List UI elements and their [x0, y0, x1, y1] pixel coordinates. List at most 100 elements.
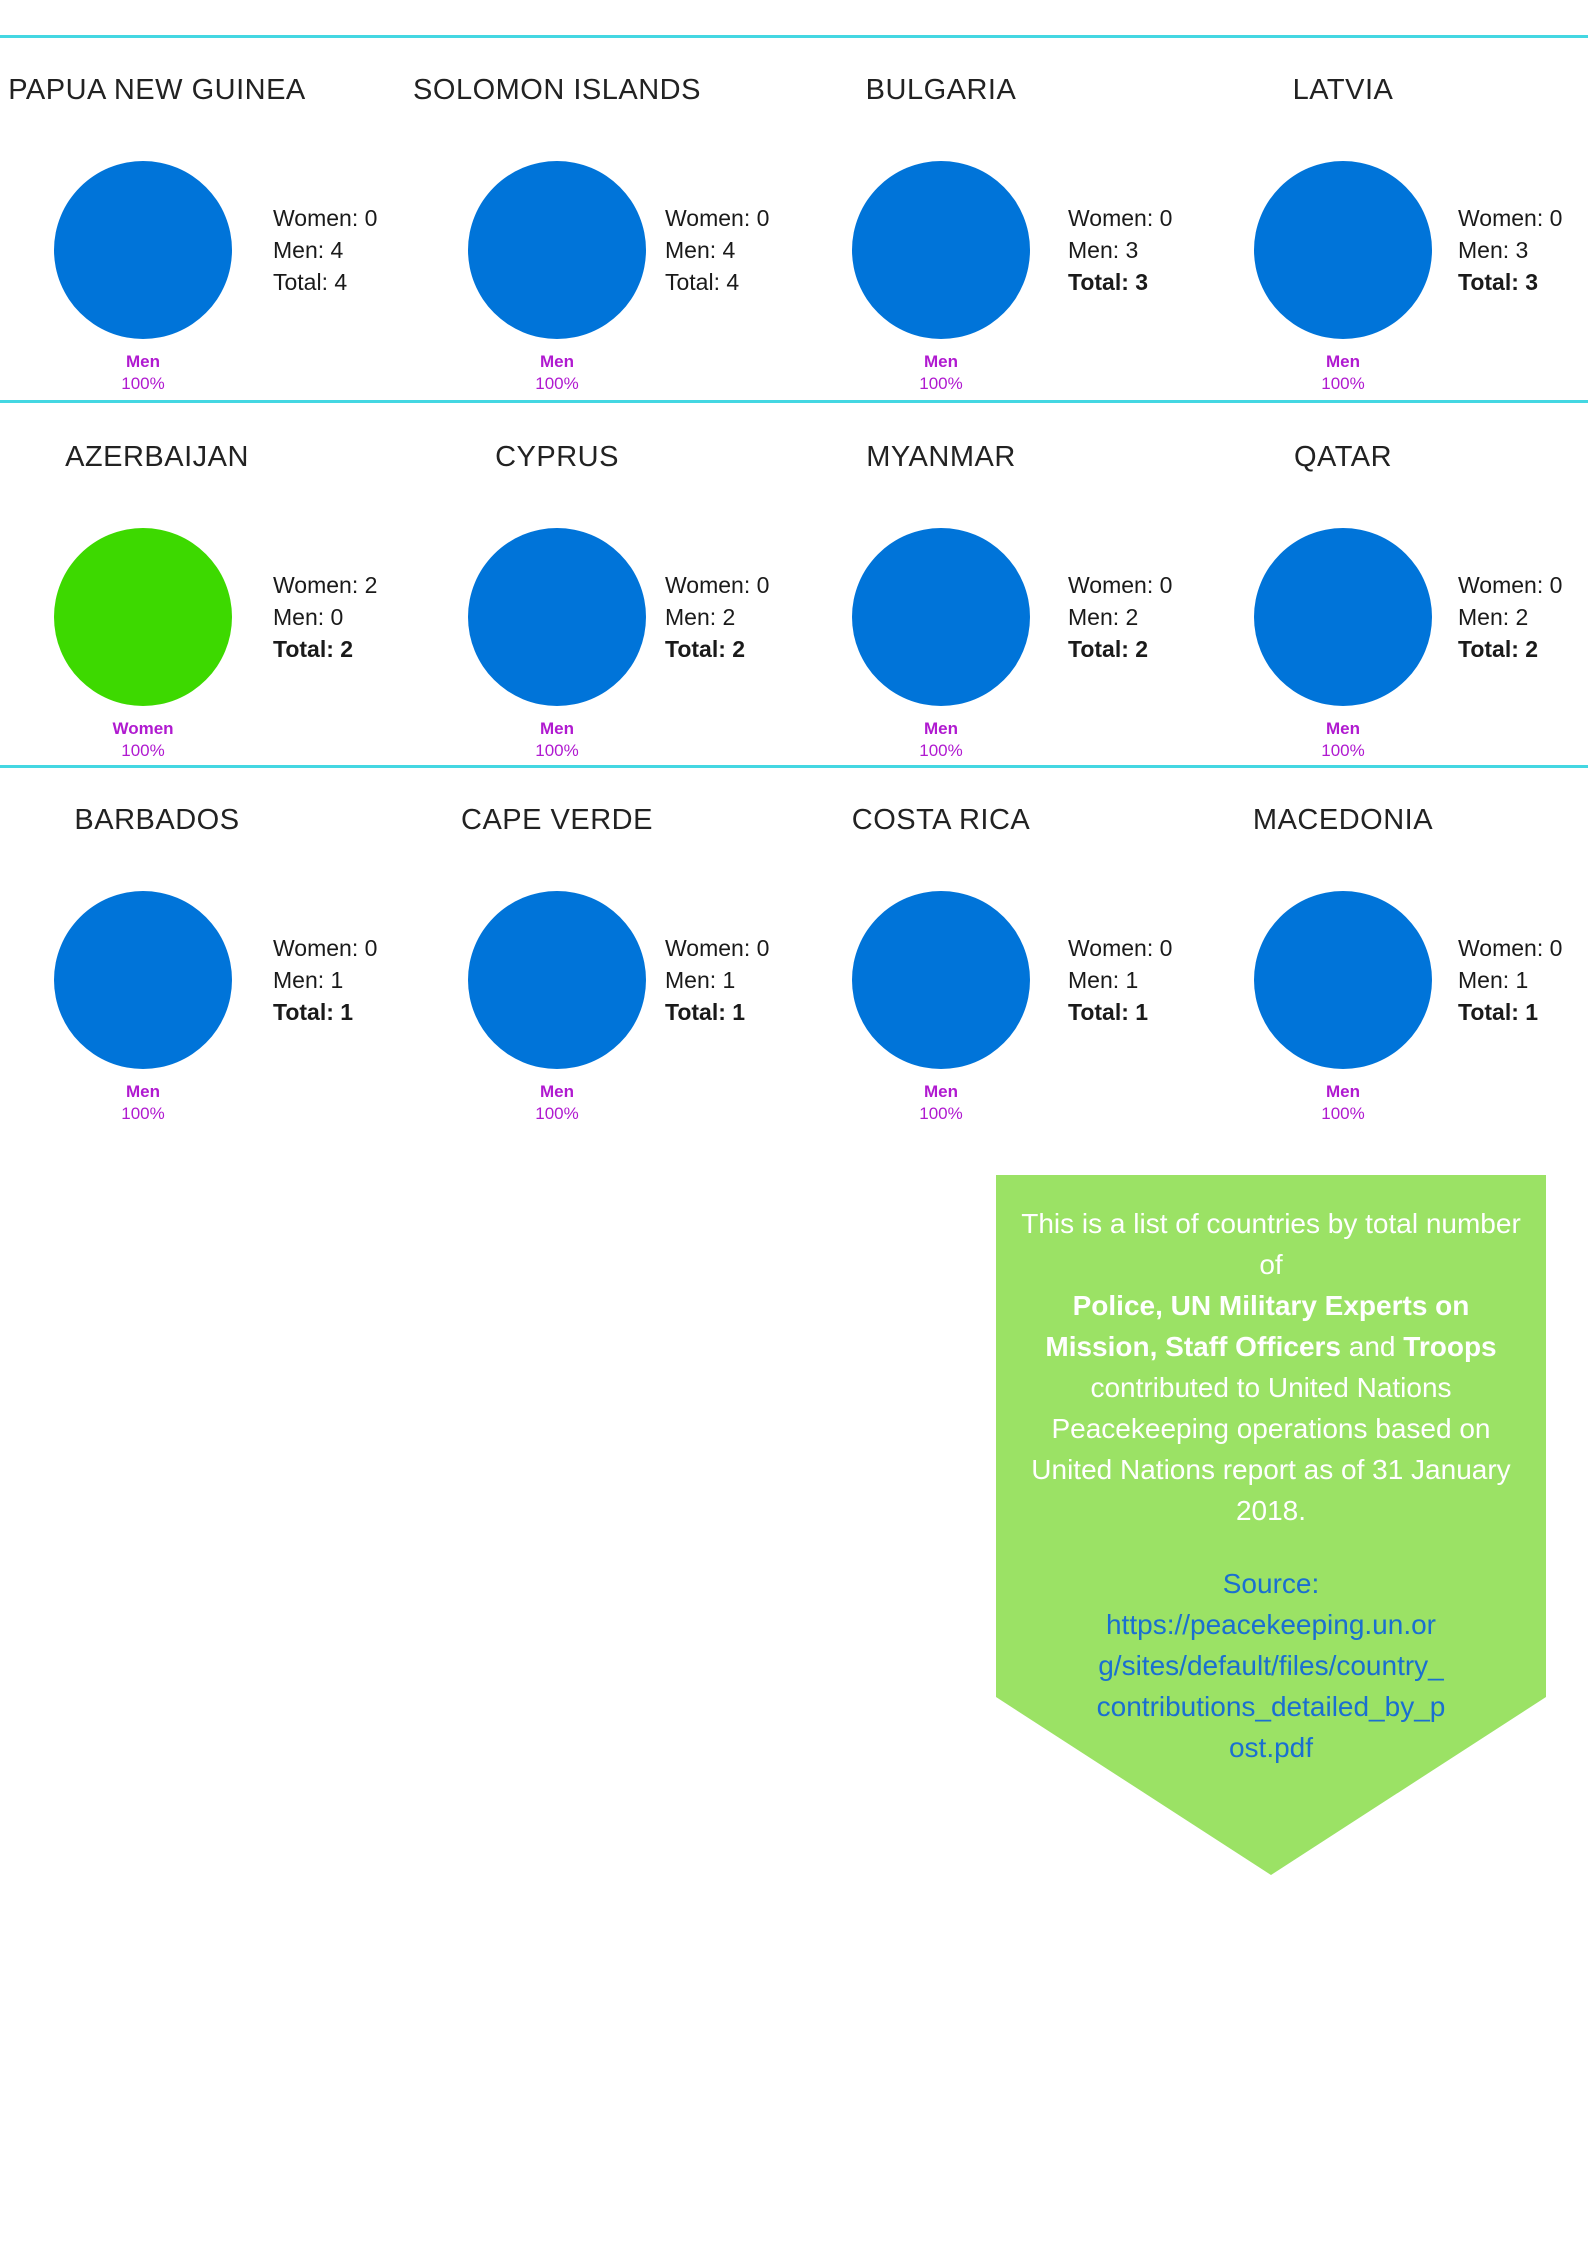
- stat-men: Men: 3: [1068, 237, 1139, 263]
- slice-label-percent: 100%: [121, 374, 165, 393]
- stat-men: Men: 2: [1458, 604, 1529, 630]
- stats-block: Women: 0 Men: 2 Total: 2: [1068, 569, 1172, 665]
- stat-women: Women: 0: [1068, 935, 1173, 961]
- pie-chart: [852, 161, 1030, 339]
- pie-slice-label: Men 100%: [535, 351, 578, 395]
- stats-block: Women: 0 Men: 4 Total: 4: [665, 202, 769, 298]
- stat-women: Women: 0: [273, 205, 378, 231]
- stats-block: Women: 0 Men: 3 Total: 3: [1068, 202, 1172, 298]
- slice-label-percent: 100%: [121, 741, 165, 760]
- pie-chart: [54, 528, 232, 706]
- info-and: and: [1348, 1331, 1396, 1362]
- separator-top: [0, 35, 1588, 38]
- slice-label-name: Women: [112, 719, 174, 738]
- slice-label-name: Men: [539, 352, 574, 371]
- stat-women: Women: 0: [1458, 572, 1563, 598]
- slice-label-name: Men: [539, 719, 574, 738]
- country-title: CYPRUS: [495, 441, 619, 473]
- stats-block: Women: 2 Men: 0 Total: 2: [273, 569, 377, 665]
- stat-women: Women: 0: [665, 935, 770, 961]
- stat-men: Men: 1: [665, 967, 736, 993]
- stats-block: Women: 0 Men: 1 Total: 1: [665, 932, 769, 1028]
- stat-total: Total: 3: [1458, 269, 1539, 295]
- stat-women: Women: 0: [1068, 205, 1173, 231]
- country-title: PAPUA NEW GUINEA: [8, 74, 306, 106]
- country-title: BULGARIA: [865, 74, 1017, 106]
- country-title: AZERBAIJAN: [65, 441, 249, 473]
- stat-total: Total: 2: [1068, 636, 1149, 662]
- separator-row-2: [0, 765, 1588, 768]
- slice-label-percent: 100%: [121, 1104, 165, 1123]
- pie-chart: [468, 528, 646, 706]
- pie-chart: [852, 528, 1030, 706]
- pie-chart: [1254, 528, 1432, 706]
- slice-label-name: Men: [1325, 352, 1360, 371]
- stat-men: Men: 1: [1068, 967, 1139, 993]
- slice-label-name: Men: [539, 1082, 574, 1101]
- slice-label-percent: 100%: [919, 374, 963, 393]
- stat-men: Men: 2: [665, 604, 736, 630]
- stat-men: Men: 4: [273, 237, 344, 263]
- country-title: SOLOMON ISLANDS: [413, 74, 701, 106]
- stat-total: Total: 1: [273, 999, 354, 1025]
- pie-slice-women: [54, 528, 232, 706]
- pie-chart: [54, 891, 232, 1069]
- stats-block: Women: 0 Men: 4 Total: 4: [273, 202, 377, 298]
- stat-total: Total: 1: [665, 999, 746, 1025]
- pie-slice-label: Women 100%: [112, 718, 173, 762]
- pie-chart: [852, 891, 1030, 1069]
- pie-slice-label: Men 100%: [1321, 1081, 1364, 1125]
- country-title: QATAR: [1293, 441, 1393, 473]
- stat-total: Total: 2: [1458, 636, 1539, 662]
- slice-label-percent: 100%: [1321, 1104, 1365, 1123]
- stat-women: Women: 0: [1458, 935, 1563, 961]
- info-box-arrow-shape: [996, 1175, 1546, 1875]
- stat-total: Total: 2: [273, 636, 354, 662]
- pie-slice-men: [468, 161, 646, 339]
- source-link[interactable]: https://peacekeeping.un.org/sites/defaul…: [1096, 1609, 1446, 1763]
- stat-total: Total: 1: [1458, 999, 1539, 1025]
- source-block: Source: https://peacekeeping.un.org/site…: [1096, 1563, 1446, 1768]
- pie-slice-label: Men 100%: [919, 351, 962, 395]
- info-box: This is a list of countries by total num…: [996, 1175, 1546, 1875]
- slice-label-percent: 100%: [535, 374, 579, 393]
- country-title: MYANMAR: [866, 441, 1016, 473]
- stat-women: Women: 0: [1458, 205, 1563, 231]
- stats-block: Women: 0 Men: 2 Total: 2: [1458, 569, 1562, 665]
- stat-men: Men: 4: [665, 237, 736, 263]
- stat-total: Total: 4: [273, 269, 348, 295]
- slice-label-percent: 100%: [535, 741, 579, 760]
- slice-label-percent: 100%: [1321, 741, 1365, 760]
- pie-slice-men: [468, 891, 646, 1069]
- pie-slice-men: [1254, 891, 1432, 1069]
- country-title: BARBADOS: [74, 804, 240, 836]
- stat-total: Total: 1: [1068, 999, 1149, 1025]
- pie-chart: [468, 161, 646, 339]
- stat-total: Total: 2: [665, 636, 746, 662]
- stat-women: Women: 0: [1068, 572, 1173, 598]
- stat-total: Total: 4: [665, 269, 740, 295]
- stat-men: Men: 2: [1068, 604, 1139, 630]
- pie-chart: [468, 891, 646, 1069]
- pie-slice-label: Men 100%: [535, 1081, 578, 1125]
- country-title: MACEDONIA: [1252, 804, 1434, 836]
- pie-slice-label: Men 100%: [121, 351, 164, 395]
- stats-block: Women: 0 Men: 1 Total: 1: [1068, 932, 1172, 1028]
- slice-label-name: Men: [125, 1082, 160, 1101]
- slice-label-name: Men: [923, 1082, 958, 1101]
- pie-chart: [1254, 891, 1432, 1069]
- stat-men: Men: 0: [273, 604, 344, 630]
- pie-slice-men: [852, 161, 1030, 339]
- pie-slice-men: [1254, 528, 1432, 706]
- stat-men: Men: 3: [1458, 237, 1529, 263]
- source-label: Source:: [1222, 1568, 1320, 1599]
- stats-block: Women: 0 Men: 1 Total: 1: [1458, 932, 1562, 1028]
- info-intro: This is a list of countries by total num…: [1021, 1208, 1521, 1280]
- stats-block: Women: 0 Men: 1 Total: 1: [273, 932, 377, 1028]
- stat-total: Total: 3: [1068, 269, 1149, 295]
- pie-chart: [1254, 161, 1432, 339]
- pie-slice-men: [852, 891, 1030, 1069]
- pie-slice-label: Men 100%: [121, 1081, 164, 1125]
- pie-slice-men: [468, 528, 646, 706]
- stats-block: Women: 0 Men: 2 Total: 2: [665, 569, 769, 665]
